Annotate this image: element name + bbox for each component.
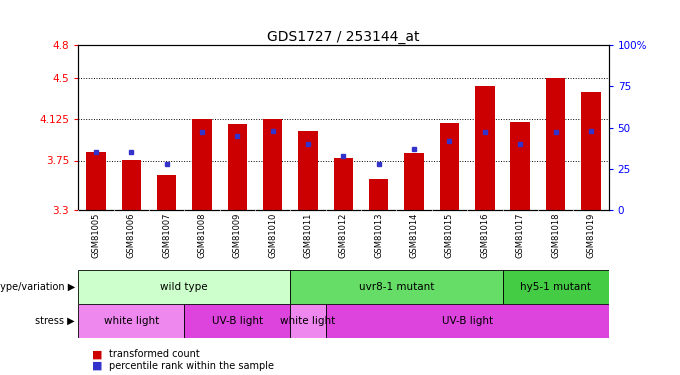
Text: stress ▶: stress ▶ [35, 316, 75, 326]
Bar [157, 175, 176, 210]
Text: GSM81008: GSM81008 [197, 213, 207, 258]
Bar [546, 78, 565, 210]
Text: GSM81013: GSM81013 [374, 213, 384, 258]
Text: GSM81010: GSM81010 [268, 213, 277, 258]
Text: uvr8-1 mutant: uvr8-1 mutant [359, 282, 434, 292]
Text: GSM81011: GSM81011 [303, 213, 313, 258]
Text: white light: white light [280, 316, 336, 326]
Bar [503, 270, 609, 304]
Bar [184, 304, 290, 338]
Bar [326, 304, 609, 338]
Bar [369, 179, 388, 210]
Bar [78, 304, 184, 338]
Text: GSM81012: GSM81012 [339, 213, 348, 258]
Text: GSM81015: GSM81015 [445, 213, 454, 258]
Bar [511, 122, 530, 210]
Text: UV-B light: UV-B light [441, 316, 493, 326]
Text: white light: white light [103, 316, 159, 326]
Text: GSM81019: GSM81019 [586, 213, 596, 258]
Text: GSM81007: GSM81007 [162, 213, 171, 258]
Text: hy5-1 mutant: hy5-1 mutant [520, 282, 591, 292]
Bar [405, 153, 424, 210]
Bar [122, 160, 141, 210]
Text: GSM81005: GSM81005 [91, 213, 101, 258]
Bar [475, 86, 494, 210]
Bar [334, 158, 353, 210]
Text: GSM81017: GSM81017 [515, 213, 525, 258]
Bar [192, 119, 211, 210]
Text: ■: ■ [92, 361, 102, 370]
Text: GSM81006: GSM81006 [126, 213, 136, 258]
Bar [299, 131, 318, 210]
Text: GSM81009: GSM81009 [233, 213, 242, 258]
Text: GSM81014: GSM81014 [409, 213, 419, 258]
Bar [440, 123, 459, 210]
Text: wild type: wild type [160, 282, 208, 292]
Text: transformed count: transformed count [109, 350, 199, 359]
Bar [78, 270, 290, 304]
Bar [290, 304, 326, 338]
Bar [228, 124, 247, 210]
Bar [581, 92, 600, 210]
Text: GSM81018: GSM81018 [551, 213, 560, 258]
Text: UV-B light: UV-B light [211, 316, 263, 326]
Text: GSM81016: GSM81016 [480, 213, 490, 258]
Text: genotype/variation ▶: genotype/variation ▶ [0, 282, 75, 292]
Bar [86, 152, 105, 210]
Title: GDS1727 / 253144_at: GDS1727 / 253144_at [267, 30, 420, 44]
Bar [263, 119, 282, 210]
Text: percentile rank within the sample: percentile rank within the sample [109, 361, 274, 370]
Text: ■: ■ [92, 350, 102, 359]
Bar [290, 270, 503, 304]
